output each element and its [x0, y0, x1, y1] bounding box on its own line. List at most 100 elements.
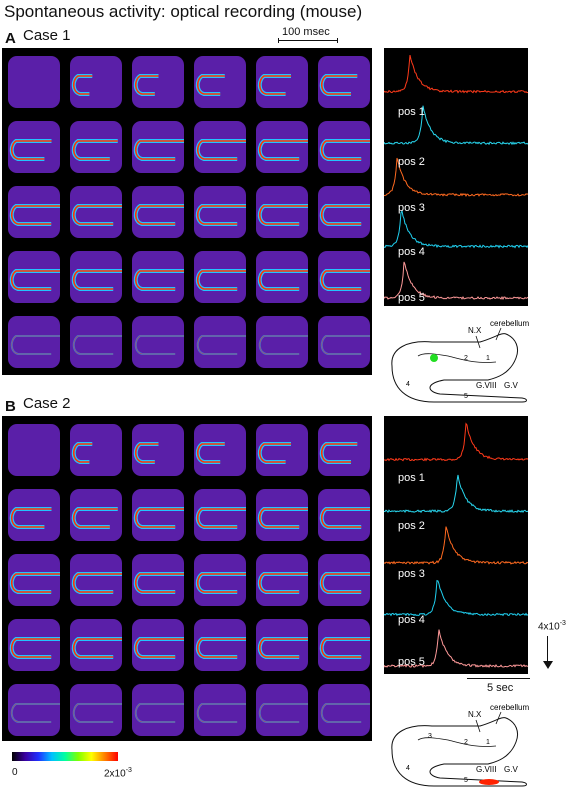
nx-pointer-a — [475, 335, 481, 349]
nx-pointer-b — [475, 719, 481, 733]
a-frame-7 — [8, 121, 60, 173]
traces-panel-b: pos 1 pos 2 pos 3 pos 4 pos 5 — [383, 416, 529, 674]
a-frame-26 — [70, 316, 122, 368]
a-activity-core-20 — [72, 270, 122, 290]
label-cerebellum-a: cerebellum — [490, 319, 529, 328]
label-gviii-b: G.VIII — [476, 765, 496, 774]
trace-time-bar — [467, 678, 530, 679]
b-activity-core-11 — [258, 508, 308, 528]
label-4-b: 4 — [406, 765, 410, 772]
label-3-b: 3 — [428, 733, 432, 740]
a-activity-core-22 — [196, 270, 246, 290]
a-activity-core-5 — [258, 75, 291, 95]
panel-label-a: A — [5, 30, 16, 47]
a-frame-18 — [318, 186, 370, 238]
b-frame-12 — [318, 489, 370, 541]
b-frame-29 — [256, 684, 308, 736]
trace-a-5 — [383, 261, 529, 301]
a-frame-12 — [318, 121, 370, 173]
a-activity-core-12 — [320, 140, 370, 160]
trace-b-3 — [383, 526, 529, 565]
label-cerebellum-b: cerebellum — [490, 703, 529, 712]
b-frame-16 — [194, 554, 246, 606]
a-frame-28 — [194, 316, 246, 368]
label-nx-a: N.X — [468, 326, 482, 335]
cerebellum-pointer-a — [495, 327, 502, 341]
b-activity-core-10 — [196, 508, 246, 528]
a-frame-3 — [132, 56, 184, 108]
b-activity-core-5 — [258, 443, 291, 463]
trace-label-b-1: pos 1 — [398, 472, 425, 484]
b-activity-core-12 — [320, 508, 370, 528]
traces-svg-b — [383, 422, 529, 668]
a-activity-core-3 — [134, 75, 159, 95]
a-activity-core-21 — [134, 270, 184, 290]
amplitude-scale-label: 4x10-3 — [538, 620, 566, 633]
embryo-inner-line-a — [417, 353, 497, 363]
b-frame-10 — [194, 489, 246, 541]
b-activity-core-7 — [10, 508, 52, 528]
a-frame-8 — [70, 121, 122, 173]
b-activity-core-26 — [73, 703, 122, 723]
b-frame-25 — [8, 684, 60, 736]
time-scale-bar — [278, 40, 338, 41]
frames-grid-a — [2, 48, 372, 375]
trace-label-a-2: pos 2 — [398, 156, 425, 168]
b-frame-30 — [318, 684, 370, 736]
label-2-a: 2 — [464, 355, 468, 362]
a-frame-1 — [8, 56, 60, 108]
a-frame-16 — [194, 186, 246, 238]
b-activity-core-6 — [320, 443, 358, 463]
b-frame-9 — [132, 489, 184, 541]
trace-time-scale: 5 sec — [467, 678, 531, 698]
a-frame-23 — [256, 251, 308, 303]
time-scale-tick-left — [278, 38, 279, 43]
b-frame-17 — [256, 554, 308, 606]
panel-label-b: B — [5, 398, 16, 415]
b-frame-24 — [318, 619, 370, 671]
amplitude-arrow-head — [543, 661, 553, 669]
b-activity-core-21 — [134, 638, 184, 658]
a-activity-core-10 — [196, 140, 246, 160]
a-frame-9 — [132, 121, 184, 173]
a-frame-27 — [132, 316, 184, 368]
b-frame-13 — [8, 554, 60, 606]
a-frame-24 — [318, 251, 370, 303]
embryo-inner-line-b — [417, 737, 497, 747]
a-frame-11 — [256, 121, 308, 173]
b-activity-core-27 — [135, 703, 184, 723]
a-frame-5 — [256, 56, 308, 108]
label-nx-b: N.X — [468, 710, 482, 719]
amplitude-scale-line — [547, 636, 548, 664]
a-frame-19 — [8, 251, 60, 303]
trace-a-4 — [383, 209, 529, 249]
trace-label-a-1: pos 1 — [398, 106, 425, 118]
a-frame-25 — [8, 316, 60, 368]
label-1-b: 1 — [486, 739, 490, 746]
b-activity-core-23 — [258, 638, 308, 658]
frames-grid-b — [2, 416, 372, 741]
a-activity-core-15 — [134, 205, 184, 225]
recording-spot-b — [479, 779, 499, 785]
a-activity-core-8 — [72, 140, 118, 160]
b-activity-core-4 — [196, 443, 225, 463]
a-activity-core-4 — [196, 75, 225, 95]
trace-label-a-3: pos 3 — [398, 202, 425, 214]
amplitude-scale: 4x10-3 — [538, 620, 568, 670]
a-activity-core-13 — [10, 205, 60, 225]
b-activity-core-14 — [72, 573, 122, 593]
time-scale-label: 100 msec — [282, 26, 330, 38]
a-frame-4 — [194, 56, 246, 108]
b-frame-14 — [70, 554, 122, 606]
label-gv-b: G.V — [504, 765, 518, 774]
b-frame-20 — [70, 619, 122, 671]
trace-label-a-4: pos 4 — [398, 246, 425, 258]
b-activity-core-2 — [72, 443, 93, 463]
colorbar-min-label: 0 — [12, 767, 18, 778]
trace-label-b-4: pos 4 — [398, 614, 425, 626]
trace-b-5 — [383, 629, 529, 668]
trace-a-3 — [383, 157, 529, 197]
label-5-b: 5 — [464, 777, 468, 784]
a-activity-core-11 — [258, 140, 308, 160]
a-activity-core-7 — [10, 140, 52, 160]
